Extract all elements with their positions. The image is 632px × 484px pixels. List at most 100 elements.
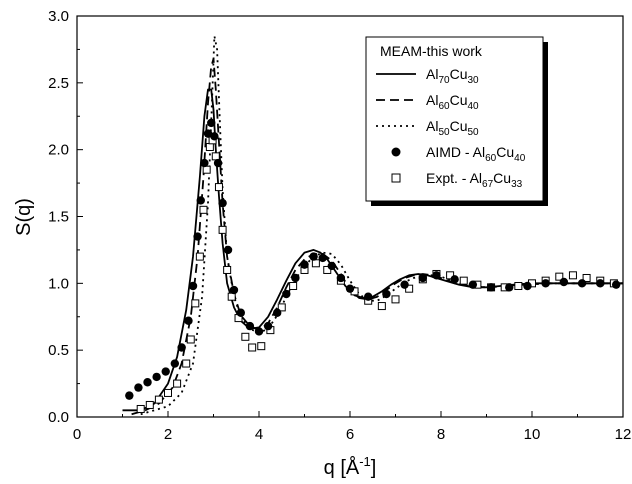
x-tick-label: 2 [164, 426, 172, 443]
x-tick-label: 0 [73, 426, 81, 443]
aimd-points [125, 118, 621, 400]
expt-point [154, 395, 163, 404]
aimd-point [245, 321, 255, 331]
y-tick-label: 0.0 [48, 409, 69, 426]
expt-point [164, 388, 172, 397]
expt-point [195, 252, 204, 261]
y-tick-label: 3.0 [48, 8, 69, 25]
aimd-point [218, 198, 227, 208]
expt-point [214, 183, 223, 192]
expt-point [205, 142, 214, 151]
series-lines [122, 35, 623, 416]
aimd-point [203, 129, 213, 138]
expt-point [202, 165, 211, 174]
expt-point [227, 292, 236, 301]
legend-label-part: 60 [438, 101, 450, 112]
aimd-point [318, 253, 327, 263]
aimd-point [273, 308, 282, 317]
expt-point [277, 303, 286, 312]
legend-label-part: Expt. - Al [426, 170, 482, 186]
expt-point [248, 343, 257, 352]
aimd-point [418, 273, 427, 283]
series-line-dashed [131, 57, 623, 416]
legend-label-part: 33 [511, 179, 523, 190]
legend-label-part: Cu [493, 170, 511, 186]
expt-point [289, 282, 298, 291]
aimd-point [400, 280, 409, 289]
expt-point [555, 272, 564, 281]
aimd-point [152, 372, 161, 382]
expt-point [377, 302, 386, 311]
x-axis-label-main: q [Å [324, 456, 360, 479]
x-axis-label-sup: -1 [359, 454, 371, 469]
aimd-point [577, 279, 587, 288]
expt-point [173, 379, 182, 388]
legend-label-part: 50 [467, 127, 479, 138]
aimd-point [161, 367, 170, 376]
expt-point [582, 273, 591, 282]
aimd-point [207, 118, 216, 128]
legend-label-part: Al [426, 66, 438, 82]
x-tick-label: 4 [255, 426, 263, 443]
aimd-point [450, 275, 459, 284]
aimd-point [468, 280, 478, 289]
aimd-point [134, 383, 143, 392]
aimd-point [432, 271, 441, 280]
expt-point [199, 205, 208, 214]
legend-label-part: 70 [438, 75, 450, 86]
aimd-point [177, 343, 186, 352]
aimd-point [210, 132, 219, 141]
aimd-point [486, 283, 496, 292]
y-axis-ticks: 0.0 0.5 1.0 1.5 2.0 2.5 3.0 [48, 8, 83, 426]
aimd-point [282, 289, 291, 299]
x-axis-label: q [Å-1] [324, 454, 377, 479]
x-tick-label: 10 [524, 426, 541, 443]
series-line-dotted [140, 35, 623, 416]
aimd-point [345, 284, 355, 293]
y-tick-label: 1.5 [48, 209, 69, 226]
expt-point [136, 404, 145, 413]
legend-label-part: 50 [438, 127, 450, 138]
expt-point [186, 335, 195, 344]
aimd-point [336, 273, 346, 283]
aimd-point [223, 245, 233, 255]
aimd-point [309, 252, 318, 261]
x-axis-ticks: 0 2 4 6 8 10 12 [73, 411, 631, 443]
y-tick-label: 0.5 [48, 342, 69, 359]
aimd-point [213, 158, 223, 168]
aimd-point [196, 196, 205, 205]
legend-label-part: 40 [467, 101, 479, 112]
expt-point [191, 299, 200, 308]
expt-point [257, 342, 266, 351]
aimd-point [300, 260, 309, 269]
y-tick-label: 1.0 [48, 275, 69, 292]
legend-label-0: Al70Cu30 [426, 66, 479, 86]
expt-point [145, 400, 154, 409]
legend-label-part: 40 [514, 153, 526, 164]
legend-label-3: AIMD - Al60Cu40 [426, 144, 526, 164]
aimd-point [143, 378, 152, 387]
aimd-point [596, 279, 605, 288]
y-axis-label: S(q) [13, 198, 35, 236]
expt-point [514, 282, 523, 291]
legend-label-4: Expt. - Al67Cu33 [426, 170, 523, 190]
aimd-point [382, 289, 391, 299]
aimd-point [254, 327, 264, 336]
expt-point [182, 359, 191, 368]
legend: MEAM-this work Al70Cu30Al60Cu40Al50Cu50A… [365, 36, 548, 206]
legend-title: MEAM-this work [380, 43, 483, 59]
expt-point [241, 332, 250, 341]
aimd-point [291, 273, 300, 283]
aimd-point [229, 285, 239, 295]
legend-label-1: Al60Cu40 [426, 92, 479, 112]
aimd-point [541, 279, 550, 288]
legend-label-part: Al [426, 92, 438, 108]
y-tick-label: 2.0 [48, 142, 69, 159]
legend-marker-square [391, 173, 401, 183]
expt-point [223, 265, 232, 274]
aimd-point [559, 277, 569, 287]
legend-label-part: 30 [467, 75, 479, 86]
aimd-point [170, 359, 180, 368]
aimd-point [523, 281, 532, 291]
